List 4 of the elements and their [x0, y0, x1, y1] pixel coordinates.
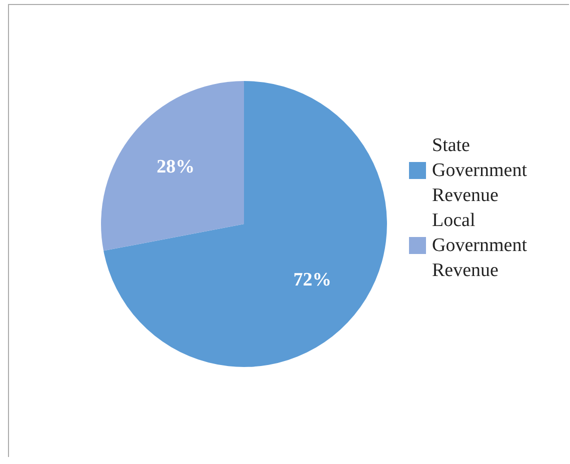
legend-label: State Government Revenue — [432, 134, 528, 208]
legend-label: Local Government Revenue — [432, 209, 528, 283]
data-label: 72% — [293, 269, 332, 290]
data-label: 28% — [156, 156, 195, 178]
